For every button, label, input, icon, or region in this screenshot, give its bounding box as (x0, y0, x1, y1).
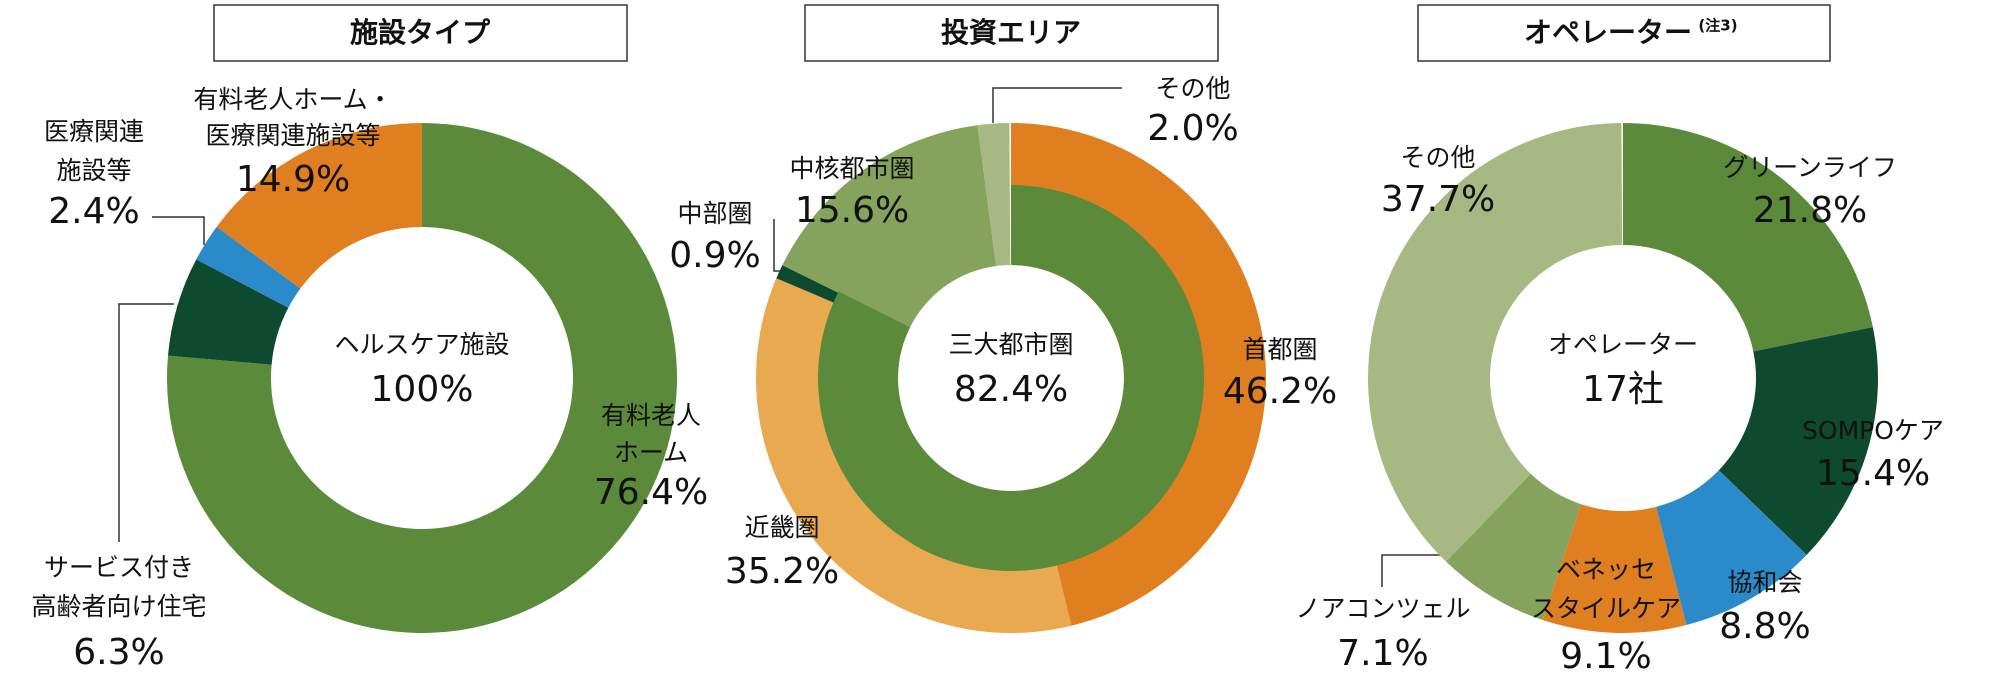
segment-value: 2.4% (48, 191, 139, 232)
leader-line (152, 216, 205, 245)
donut-segment (1446, 473, 1582, 621)
donut-segment (1656, 470, 1807, 625)
leader-line (992, 87, 1122, 123)
donut-segment (196, 226, 301, 308)
segment-label: 中核都市圏 (789, 154, 914, 183)
segment-value: 15.6% (795, 190, 909, 231)
donut-segment (1623, 123, 1873, 352)
segment-label: 有料老人ホーム (601, 401, 701, 467)
segment-label: グリーンライフ (1723, 153, 1897, 182)
donut-segment (167, 259, 289, 365)
chart-title: 投資エリア (941, 16, 1081, 49)
leader-line (773, 219, 780, 272)
leader-line (1381, 554, 1458, 587)
title-note: (注3) (1698, 17, 1737, 35)
segment-label: サービス付き高齢者向け住宅 (31, 553, 206, 621)
center-label: ヘルスケア施設 (334, 330, 509, 359)
inner-segment (818, 185, 1205, 571)
donut-segment (1718, 327, 1878, 555)
chart-title: オペレーター (1524, 16, 1692, 49)
segment-label: 中部圏 (677, 199, 752, 228)
segment-label: 近畿圏 (744, 513, 819, 542)
donut-segment (977, 123, 1011, 266)
segment-label: 協和会 (1727, 568, 1802, 597)
segment-value: 76.4% (594, 472, 708, 513)
chart-title: 施設タイプ (350, 16, 491, 49)
segment-label: ノアコンツェル (1295, 594, 1470, 623)
title-box (1417, 4, 1831, 62)
center-value: 100% (371, 369, 474, 410)
leader-line (118, 303, 174, 542)
segment-value: 35.2% (725, 551, 839, 592)
donut-segment (782, 125, 997, 328)
segment-label: その他 (1155, 74, 1230, 103)
segment-value: 46.2% (1223, 371, 1337, 412)
segment-value: 0.9% (669, 235, 760, 276)
donut-segment (1368, 123, 1623, 562)
segment-label: 首都圏 (1242, 335, 1317, 364)
center-value: 82.4% (954, 369, 1068, 410)
donut-segment (216, 123, 422, 289)
segment-label: ベネッセスタイルケア (1531, 555, 1681, 623)
center-value: 17社 (1582, 369, 1664, 410)
segment-label: SOMPOケア (1802, 416, 1944, 445)
segment-value: 14.9% (236, 159, 350, 200)
segment-label: 医療関連施設等 (44, 117, 144, 185)
donut-segment (1542, 504, 1687, 634)
segment-value: 15.4% (1816, 453, 1930, 494)
segment-value: 9.1% (1560, 636, 1651, 677)
segment-label: 有料老人ホーム・医療関連施設等 (193, 85, 392, 150)
segment-label: その他 (1400, 143, 1475, 172)
center-label: 三大都市圏 (948, 330, 1073, 359)
donut-segment (167, 122, 678, 633)
segment-value: 7.1% (1337, 633, 1428, 674)
title-box (213, 4, 628, 62)
segment-value: 8.8% (1719, 606, 1810, 647)
segment-value: 37.7% (1381, 179, 1495, 220)
center-label: オペレーター (1548, 330, 1698, 359)
segment-value: 6.3% (73, 632, 164, 673)
segment-value: 21.8% (1753, 190, 1867, 231)
segment-value: 2.0% (1147, 108, 1238, 149)
title-box (804, 4, 1219, 62)
